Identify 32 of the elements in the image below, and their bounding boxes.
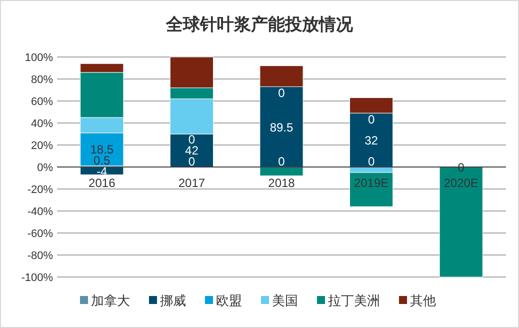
y-tick-label: 20% bbox=[30, 140, 54, 152]
y-tick-label: 40% bbox=[30, 118, 54, 130]
x-tick-label: 2020E bbox=[444, 176, 478, 190]
annotation: 42 bbox=[185, 144, 199, 158]
y-tick-label: 80% bbox=[30, 74, 54, 86]
annotation: 32 bbox=[364, 134, 378, 148]
legend-label: 拉丁美洲 bbox=[328, 293, 380, 308]
annotation: 0 bbox=[278, 154, 286, 168]
y-tick-label: -100% bbox=[21, 272, 54, 284]
legend-label: 挪威 bbox=[160, 293, 186, 308]
y-tick-label: 60% bbox=[30, 96, 54, 108]
y-tick-label: -40% bbox=[27, 206, 54, 218]
annotation: 0 bbox=[188, 132, 196, 146]
annotation: 89.5 bbox=[270, 120, 294, 134]
y-tick-label: -60% bbox=[27, 228, 54, 240]
x-tick-label: 2016 bbox=[88, 176, 116, 190]
annotation: 0 bbox=[278, 86, 286, 100]
x-tick-label: 2017 bbox=[178, 176, 206, 190]
annotation: 0 bbox=[368, 112, 375, 127]
legend-label: 欧盟 bbox=[216, 293, 242, 308]
chart-title: 全球针叶浆产能投放情况 bbox=[165, 15, 354, 34]
y-tick-label: 0% bbox=[37, 162, 54, 174]
annotation: 0 bbox=[188, 154, 196, 168]
legend-label: 美国 bbox=[272, 293, 298, 308]
y-tick-label: -20% bbox=[27, 184, 54, 196]
legend-label: 加拿大 bbox=[91, 293, 130, 308]
annotation: 0 bbox=[368, 154, 375, 168]
legend-label: 其他 bbox=[410, 293, 436, 308]
x-tick-label: 2018 bbox=[268, 176, 296, 190]
x-tick-label: 2019E bbox=[354, 176, 389, 190]
y-tick-label: -80% bbox=[27, 250, 54, 262]
y-tick-label: 100% bbox=[24, 52, 54, 64]
